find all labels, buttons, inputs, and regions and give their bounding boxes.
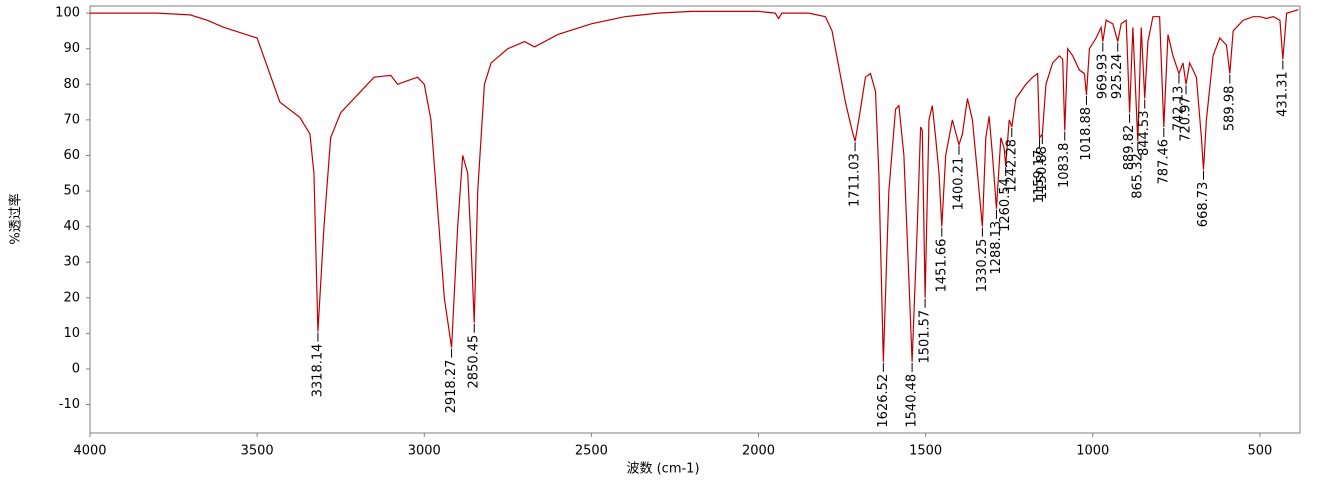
y-tick-label: 60 bbox=[63, 148, 80, 163]
y-tick-label: 10 bbox=[63, 326, 80, 341]
x-tick-label: 2000 bbox=[742, 444, 775, 459]
peak-label: 668.73 bbox=[1196, 182, 1211, 228]
peak-label: 589.98 bbox=[1222, 86, 1237, 132]
y-tick-label: 100 bbox=[55, 6, 80, 21]
spectrum-line bbox=[90, 8, 1299, 362]
plot-frame bbox=[89, 5, 1301, 434]
peak-label: 925.24 bbox=[1110, 54, 1125, 99]
peak-label: 742.13 bbox=[1171, 86, 1186, 132]
y-tick-label: 0 bbox=[72, 361, 80, 376]
peak-label: 969.93 bbox=[1095, 54, 1110, 99]
y-tick-label: 20 bbox=[63, 290, 80, 305]
peak-label: 1501.57 bbox=[918, 310, 933, 364]
y-tick-label: 50 bbox=[63, 184, 80, 199]
y-tick-label: 90 bbox=[63, 41, 80, 56]
y-axis-label: %透过率 bbox=[8, 193, 24, 244]
peak-label: 1018.88 bbox=[1079, 107, 1094, 161]
peak-label: 3318.14 bbox=[310, 344, 325, 398]
peak-label: 720.97 bbox=[1179, 96, 1194, 141]
peak-label: 787.46 bbox=[1156, 139, 1171, 185]
x-axis-label: 波数 (cm-1) bbox=[626, 462, 699, 477]
x-tick-label: 3500 bbox=[241, 444, 274, 459]
peak-label: 1711.03 bbox=[848, 153, 863, 207]
x-tick-label: 1000 bbox=[1076, 444, 1109, 459]
y-tick-label: 70 bbox=[63, 112, 80, 127]
peak-label: 1150.88 bbox=[1035, 146, 1050, 200]
x-tick-label: 3000 bbox=[408, 444, 441, 459]
peak-label: 865.32 bbox=[1130, 153, 1145, 199]
peak-label: 1626.52 bbox=[876, 374, 891, 428]
peak-label: 1159.17 bbox=[1032, 150, 1047, 204]
y-tick-label: 30 bbox=[63, 255, 80, 270]
peak-label: 844.53 bbox=[1137, 111, 1152, 156]
x-tick-label: 4000 bbox=[73, 444, 106, 459]
y-tick-label: -10 bbox=[59, 397, 80, 412]
peak-label: 2850.45 bbox=[467, 335, 482, 389]
peak-label: 1260.54 bbox=[998, 178, 1013, 232]
y-tick-label: 80 bbox=[63, 77, 80, 92]
peak-label: 1451.66 bbox=[934, 239, 949, 293]
peak-label: 1540.48 bbox=[905, 374, 920, 428]
peak-label: 1288.13 bbox=[989, 221, 1004, 275]
peak-label: 1400.21 bbox=[951, 157, 966, 211]
x-tick-label: 2500 bbox=[575, 444, 608, 459]
peak-label: 1242.28 bbox=[1004, 139, 1019, 193]
x-tick-label: 1500 bbox=[909, 444, 942, 459]
x-tick-label: 500 bbox=[1247, 444, 1272, 459]
peak-label: 2918.27 bbox=[444, 360, 459, 414]
peak-label: 1330.25 bbox=[975, 239, 990, 293]
peak-label: 431.31 bbox=[1275, 71, 1290, 117]
peak-label: 1083.8 bbox=[1057, 143, 1072, 189]
y-tick-label: 40 bbox=[63, 219, 80, 234]
peak-label: 889.82 bbox=[1122, 125, 1137, 171]
